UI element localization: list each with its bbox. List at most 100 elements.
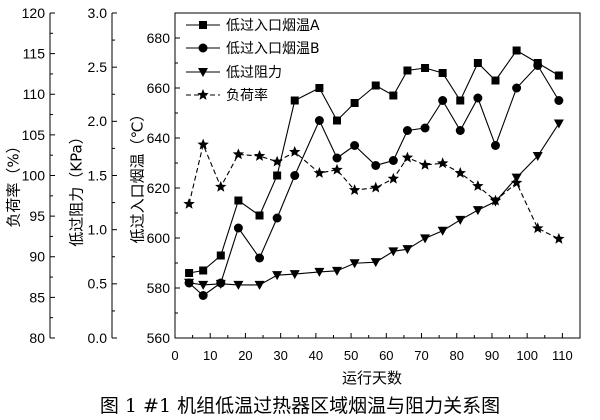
plot-frame <box>174 12 581 339</box>
inlet-temp-b-point <box>388 156 398 165</box>
inlet-temp-a-point <box>216 251 225 260</box>
load-rate-point <box>215 180 227 192</box>
series-layer <box>183 46 565 300</box>
resistance-point <box>388 247 399 257</box>
inlet-temp-b-point <box>332 153 342 163</box>
load-rate-tick-label: 80 <box>29 330 45 346</box>
legend-star-marker <box>197 89 209 100</box>
inlet-temp-a-point <box>315 84 324 92</box>
load-rate-point <box>553 232 565 244</box>
inlet-temp-a-point <box>333 116 341 125</box>
inlet-temp-b-point <box>512 83 522 93</box>
inlet-temp-b-point <box>314 116 324 125</box>
load-rate-point <box>510 176 523 188</box>
inlet-temp-b-point <box>490 141 500 150</box>
legend-item-inlet-temp-b: 低过入口烟温B <box>186 41 320 57</box>
inlet-temp-a-point <box>255 211 264 220</box>
x-tick-label: 20 <box>238 348 252 363</box>
load-rate-point <box>419 158 431 170</box>
inlet-temp-a-point <box>438 69 447 77</box>
inlet-temp-axis-title: 低过入口烟温（℃） <box>128 107 146 244</box>
legend-circle-marker <box>198 43 208 53</box>
inlet-temp-b-point <box>533 61 543 70</box>
legend-label: 低过入口烟温B <box>226 41 320 57</box>
resistance-tick-label: 2.5 <box>88 59 108 75</box>
inlet-temp-a-point <box>185 269 194 277</box>
inlet-temp-b-point <box>438 96 448 105</box>
load-rate-line <box>188 142 560 240</box>
resistance-point <box>198 280 209 290</box>
x-tick-label: 60 <box>379 348 393 363</box>
load-rate-axis-title: 负荷率（%） <box>4 138 22 227</box>
inlet-temp-a-point <box>491 76 500 85</box>
x-tick-label: 90 <box>485 348 499 363</box>
inlet-temp-tick-label: 660 <box>147 80 171 96</box>
load-rate-point <box>370 181 382 193</box>
inlet-temp-b-point <box>350 141 360 150</box>
load-rate-axis: 80 85 90 95 100 105 110 115 120 负荷率（%） <box>4 5 55 346</box>
inlet-temp-a-point <box>512 46 521 55</box>
load-rate-tick-label: 100 <box>22 167 46 183</box>
inlet-temp-b-point <box>402 126 412 135</box>
load-rate-point <box>387 172 400 184</box>
x-axis: 0 10 20 30 40 50 60 70 80 90 100 110 <box>171 333 573 363</box>
load-rate-point <box>348 184 361 195</box>
inlet-temp-tick-label: 580 <box>147 280 171 296</box>
resistance-tick-label: 0.0 <box>88 330 108 346</box>
inlet-temp-b-point <box>455 126 465 135</box>
legend-square-marker <box>199 21 207 29</box>
load-rate-point <box>436 157 449 169</box>
legend-label: 负荷率 <box>226 87 268 104</box>
figure-caption: 图 1 #1 机组低温过热器区域烟温与阻力关系图 <box>100 395 500 417</box>
resistance-tick-label: 2.0 <box>88 113 108 129</box>
resistance-point <box>553 119 564 129</box>
load-rate-tick-label: 110 <box>23 86 46 102</box>
inlet-temp-tick-label: 640 <box>147 130 171 146</box>
x-tick-label: 40 <box>309 348 323 363</box>
load-rate-point <box>197 138 209 150</box>
inlet-temp-a-point <box>199 266 208 275</box>
inlet-temp-a-point <box>403 66 412 75</box>
resistance-point <box>455 215 466 225</box>
resistance-point <box>332 266 342 276</box>
inlet-temp-a-point <box>421 64 430 72</box>
load-rate-tick-label: 105 <box>22 127 46 143</box>
load-rate-point <box>289 145 301 157</box>
inlet-temp-b-point <box>420 123 430 133</box>
x-tick-label: 30 <box>273 348 287 363</box>
inlet-temp-axis: 560 580 600 620 640 660 680 低过入口烟温（℃） <box>128 13 180 346</box>
load-rate-tick-label: 120 <box>22 5 46 21</box>
resistance-point <box>184 278 195 288</box>
resistance-tick-label: 3.0 <box>88 5 108 21</box>
x-tick-label: 110 <box>552 348 573 363</box>
resistance-point <box>314 267 325 277</box>
load-rate-point <box>401 151 414 163</box>
legend-label: 低过入口烟温A <box>226 18 320 34</box>
inlet-temp-b-point <box>473 93 483 103</box>
resistance-point <box>532 152 543 161</box>
resistance-point <box>215 279 226 289</box>
inlet-temp-a-point <box>371 81 380 90</box>
legend-triangle-down-marker <box>198 68 208 77</box>
load-rate-point <box>489 194 502 206</box>
inlet-temp-b-point <box>198 291 208 300</box>
x-tick-label: 70 <box>414 348 428 363</box>
load-rate-series <box>183 138 565 244</box>
x-tick-label: 10 <box>203 348 217 363</box>
load-rate-point <box>532 222 544 234</box>
resistance-point <box>272 271 283 281</box>
resistance-point <box>402 245 413 255</box>
resistance-point <box>349 259 360 269</box>
load-rate-point <box>331 163 343 175</box>
inlet-temp-a-point <box>273 171 282 180</box>
resistance-axis-title: 低过阻力（KPa） <box>67 129 85 246</box>
load-rate-tick-label: 115 <box>23 46 46 62</box>
load-rate-point <box>253 150 266 161</box>
inlet-temp-b-point <box>371 161 381 170</box>
x-tick-label: 80 <box>450 348 464 363</box>
inlet-temp-a-point <box>389 91 398 100</box>
inlet-temp-a-point <box>290 96 299 105</box>
